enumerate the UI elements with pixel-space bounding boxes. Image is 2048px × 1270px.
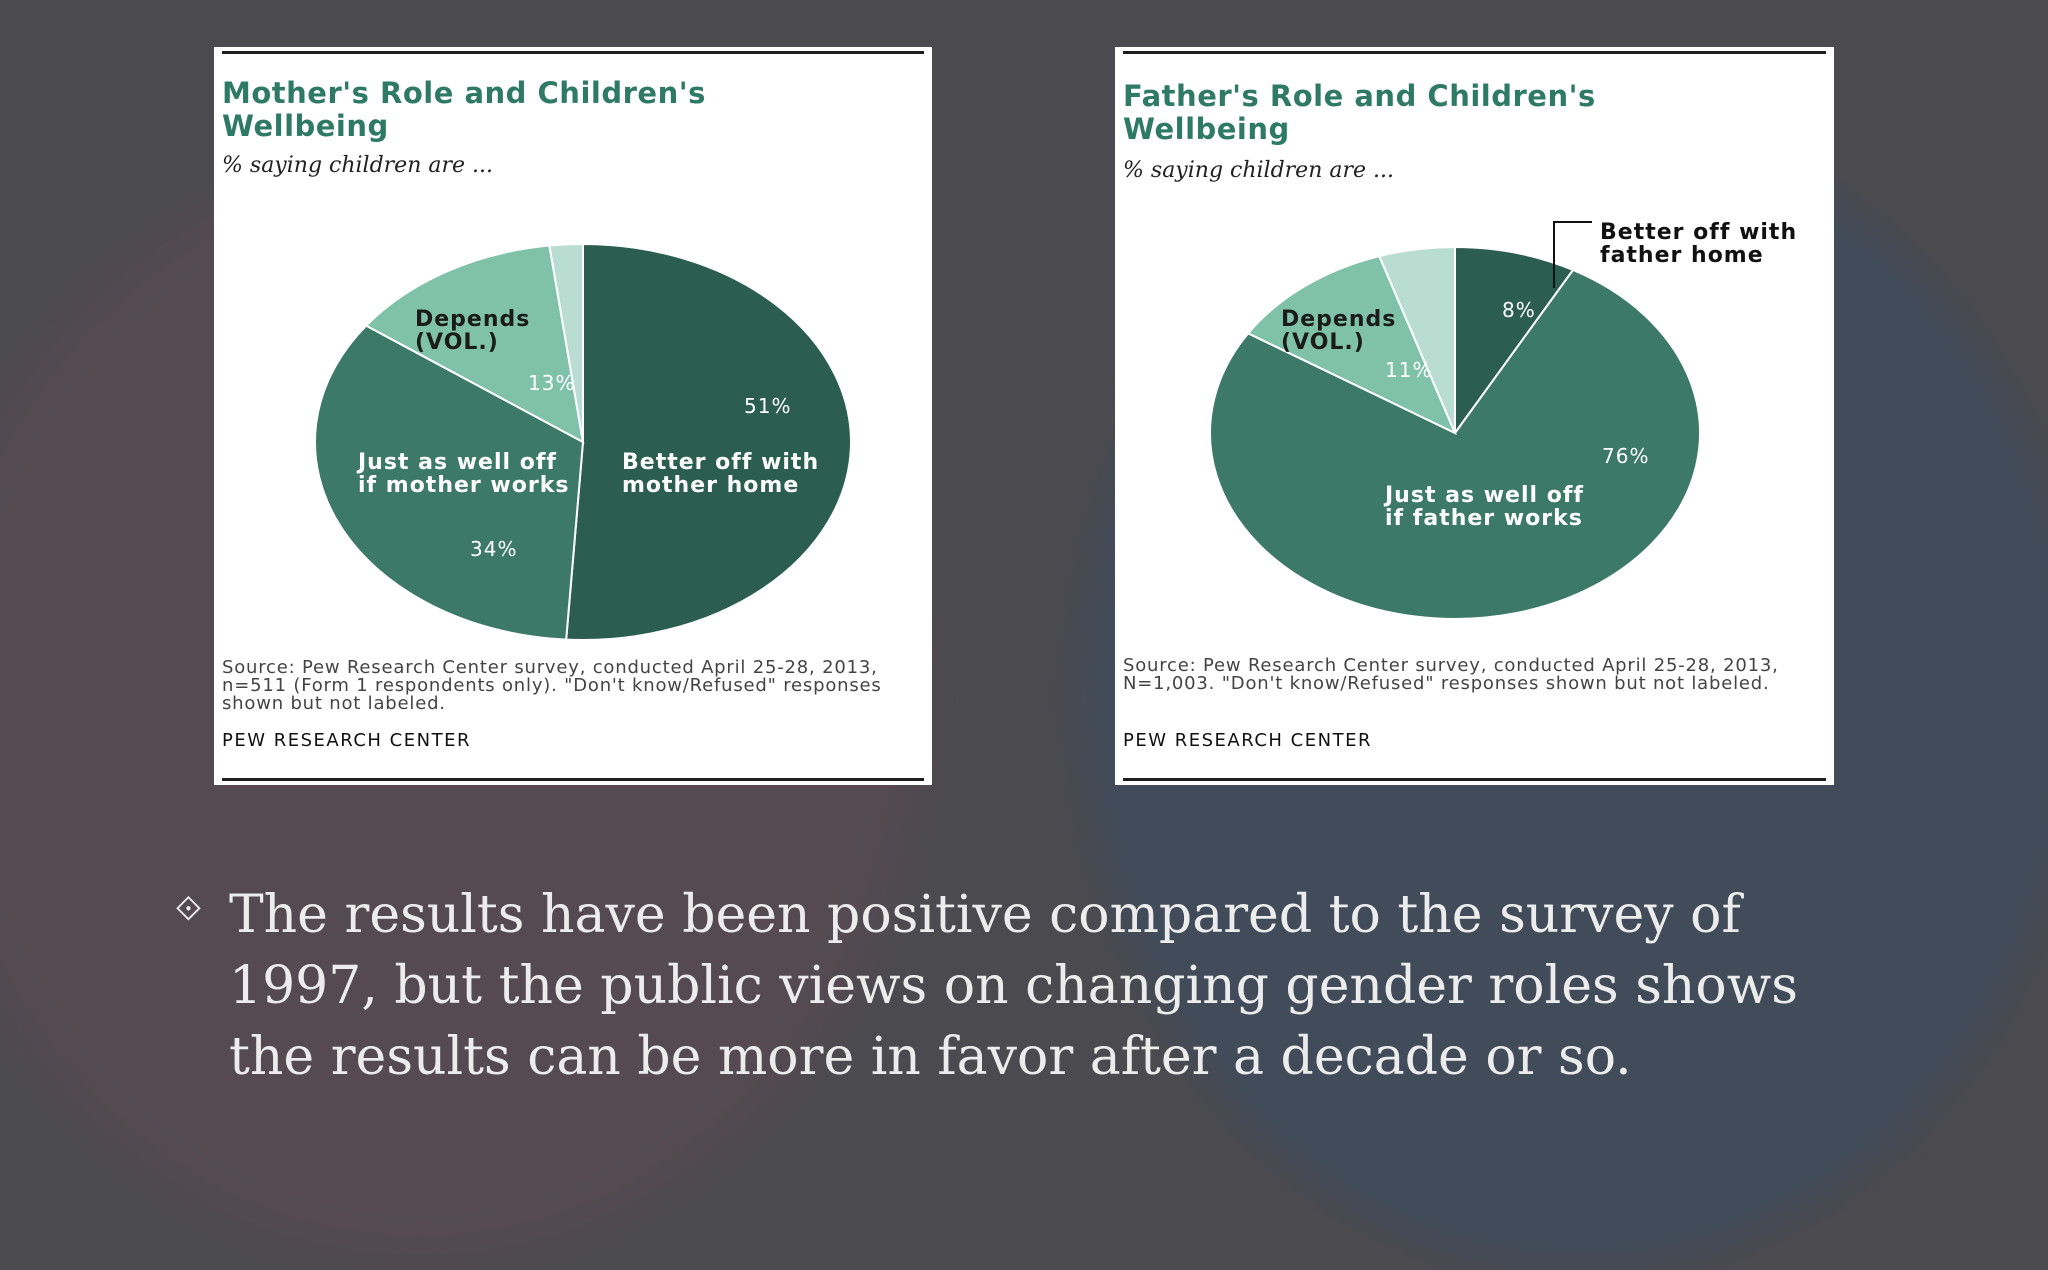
pie-slice [1246,254,1457,436]
pie-slice [1377,245,1456,434]
mother-pie-chart: 51% Better off with mother home 34% Just as … [314,242,853,641]
chart-source-note: Source: Pew Research Center survey, cond… [222,657,882,714]
mother-role-chart-card: Mother's Role and Children's Wellbeing %… [214,47,932,785]
chart-source-note: Source: Pew Research Center survey, cond… [1123,655,1779,694]
pie-slice [314,324,585,641]
slice-category-label: Depends (VOL.) [415,307,530,355]
chart-subtitle: % saying children are ... [222,153,493,178]
chart-subtitle: % saying children are ... [1123,158,1394,183]
slice-category-label: Better off with father home [1600,220,1797,268]
father-role-chart-card: Father's Role and Children's Wellbeing %… [1115,47,1834,785]
slice-category-label: Just as well off if mother works [356,450,569,498]
chart-top-rule [1123,51,1826,54]
pie-slice [364,244,585,444]
chart-title: Father's Role and Children's Wellbeing [1123,79,1596,146]
slice-value-label: 34% [470,537,517,561]
label-leader-line [1553,221,1592,288]
bullet-text: The results have been positive compared … [229,885,1798,1087]
slice-category-label: Better off with mother home [622,450,819,498]
slice-value-label: 8% [1502,298,1536,322]
chart-brand: PEW RESEARCH CENTER [1123,730,1372,751]
chart-top-rule [222,51,924,54]
chart-bottom-rule [1123,778,1826,781]
pie-slice [548,242,584,443]
father-pie-chart: 8% Better off with father home 76% Just as w… [1209,220,1797,620]
pie-slice [565,242,853,641]
pie-slice [1454,245,1575,437]
slice-category-label: Just as well off if father works [1383,483,1584,531]
slice-value-label: 11% [1385,358,1432,382]
diamond-bullet-icon: ⟐ [175,889,202,929]
chart-bottom-rule [222,778,924,781]
pie-slice [1209,268,1701,620]
chart-title: Mother's Role and Children's Wellbeing [222,76,706,143]
slice-value-label: 76% [1602,444,1649,468]
slice-value-label: 51% [744,394,791,418]
slice-value-label: 13% [528,371,575,395]
slice-category-label: Depends (VOL.) [1281,307,1396,355]
chart-brand: PEW RESEARCH CENTER [222,730,471,751]
